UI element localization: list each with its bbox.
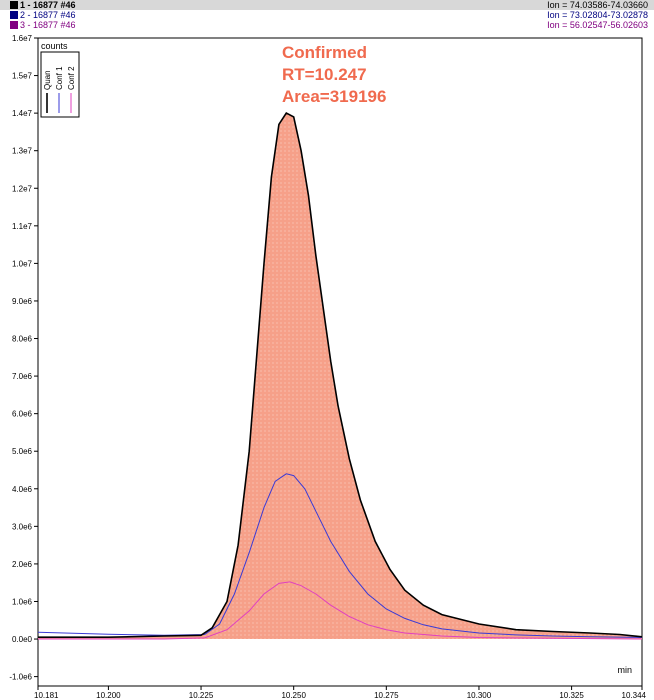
legend-entry-label: Conf 1 bbox=[55, 66, 64, 90]
trace-3-color-swatch bbox=[10, 21, 18, 29]
trace-row-3[interactable]: 3 - 16877 #46 Ion = 56.02547-56.02603 bbox=[0, 20, 654, 30]
trace-1-ion: Ion = 74.03586-74.03660 bbox=[547, 0, 648, 10]
x-tick-label: 10.225 bbox=[189, 691, 214, 700]
y-tick-label: 8.0e6 bbox=[12, 335, 33, 344]
y-tick-label: 4.0e6 bbox=[12, 485, 33, 494]
y-tick-label: 1.1e7 bbox=[12, 222, 33, 231]
trace-2-label: 2 - 16877 #46 bbox=[20, 10, 76, 20]
series-conf-2 bbox=[38, 581, 643, 640]
y-tick-label: 1.6e7 bbox=[12, 34, 33, 43]
y-tick-label: 6.0e6 bbox=[12, 410, 33, 419]
annotation-area: Area=319196 bbox=[282, 87, 386, 106]
x-tick-label: 10.250 bbox=[281, 691, 306, 700]
peak-annotation: Confirmed RT=10.247 Area=319196 bbox=[282, 43, 386, 106]
trace-1-label: 1 - 16877 #46 bbox=[20, 0, 76, 10]
y-tick-label: 5.0e6 bbox=[12, 447, 33, 456]
y-tick-label: 9.0e6 bbox=[12, 297, 33, 306]
trace-2-color-swatch bbox=[10, 11, 18, 19]
y-tick-label: -1.0e6 bbox=[9, 673, 32, 682]
y-tick-label: 2.0e6 bbox=[12, 560, 33, 569]
y-tick-label: 7.0e6 bbox=[12, 372, 33, 381]
y-tick-label: 1.2e7 bbox=[12, 184, 33, 193]
y-axis-label: counts bbox=[41, 41, 68, 51]
legend-entry-label: Conf 2 bbox=[67, 66, 76, 90]
y-tick-label: 1.0e6 bbox=[12, 597, 33, 606]
annotation-rt: RT=10.247 bbox=[282, 65, 367, 84]
y-tick-label: 1.3e7 bbox=[12, 147, 33, 156]
y-tick-label: 3.0e6 bbox=[12, 522, 33, 531]
x-tick-label: 10.300 bbox=[467, 691, 492, 700]
x-tick-label: 10.275 bbox=[374, 691, 399, 700]
x-tick-label: 10.200 bbox=[96, 691, 121, 700]
series-quan bbox=[38, 112, 643, 639]
annotation-status: Confirmed bbox=[282, 43, 367, 62]
trace-3-ion: Ion = 56.02547-56.02603 bbox=[547, 20, 648, 30]
y-tick-label: 0.0e0 bbox=[12, 635, 33, 644]
trace-row-2[interactable]: 2 - 16877 #46 Ion = 73.02804-73.02878 bbox=[0, 10, 654, 20]
trace-1-color-swatch bbox=[10, 1, 18, 9]
x-tick-label: 10.325 bbox=[559, 691, 584, 700]
chromatogram-chart: -1.0e6 0.0e0 1.0e6 2.0e6 3.0e6 4.0e6 5.0e6 6.0e… bbox=[9, 34, 647, 700]
x-tick-label: 10.344 bbox=[622, 691, 647, 700]
y-tick-label: 1.5e7 bbox=[12, 72, 33, 81]
x-tick-label: 10.181 bbox=[34, 691, 59, 700]
legend-entry-label: Quan bbox=[43, 70, 52, 90]
trace-2-ion: Ion = 73.02804-73.02878 bbox=[547, 10, 648, 20]
y-tick-label: 1.4e7 bbox=[12, 109, 33, 118]
series-conf-1 bbox=[37, 473, 643, 638]
trace-row-1[interactable]: 1 - 16877 #46 Ion = 74.03586-74.03660 bbox=[0, 0, 654, 10]
y-tick-label: 1.0e7 bbox=[12, 259, 33, 268]
legend: Quan Conf 1 Conf 2 bbox=[40, 51, 80, 118]
trace-3-label: 3 - 16877 #46 bbox=[20, 20, 76, 30]
x-axis-label: min bbox=[617, 665, 632, 675]
peak-area-fill bbox=[38, 113, 642, 640]
